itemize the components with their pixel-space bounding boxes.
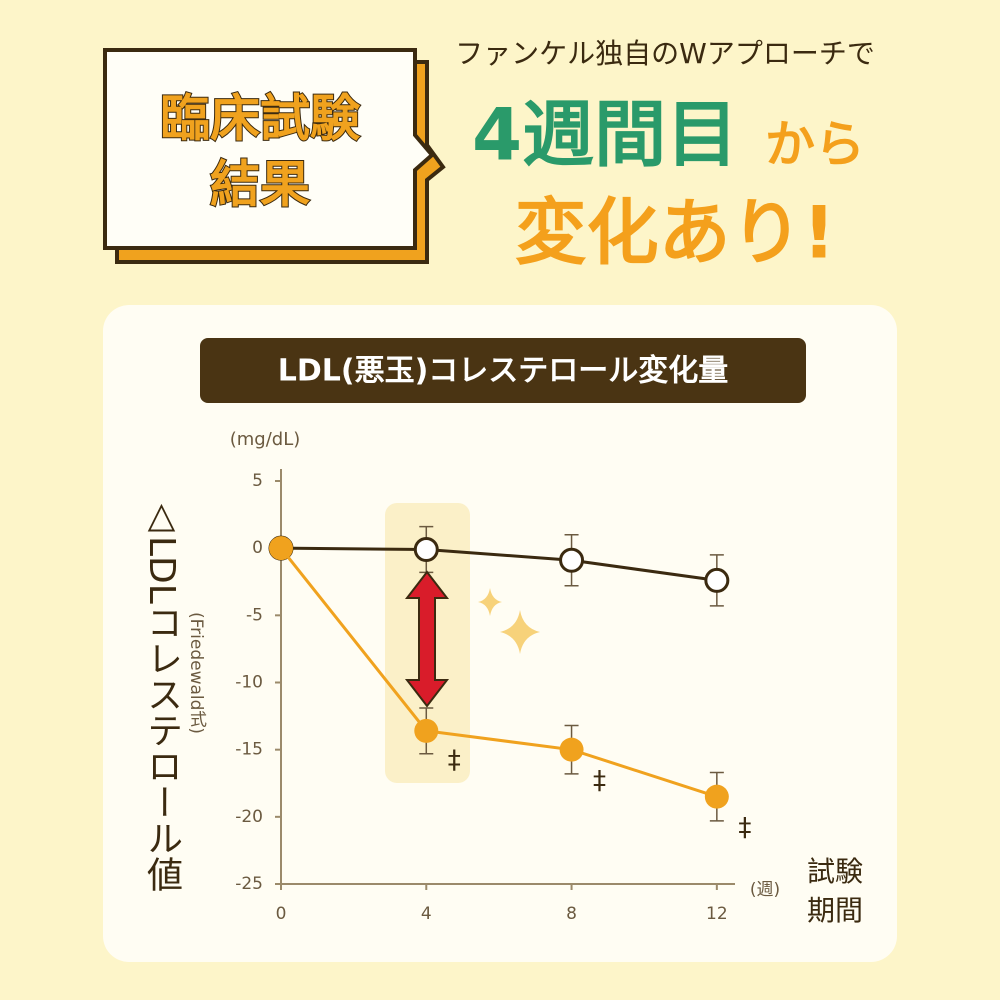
x-tick-label: 0 [276, 904, 287, 924]
headline-main: 4週間目 [472, 93, 738, 177]
sparkle [478, 588, 502, 616]
x-tick-label: 12 [706, 904, 728, 924]
y-unit: (mg/dL) [230, 429, 301, 450]
x-unit: (週) [750, 880, 780, 900]
lead-text: ファンケル独自のWアプローチで [455, 37, 875, 70]
badge: 臨床試験 結果 [103, 48, 446, 264]
significance-mark: ‡ [738, 813, 751, 843]
data-point [413, 537, 439, 563]
significance-mark: ‡ [593, 766, 606, 796]
difference-arrow [404, 570, 450, 708]
series-line [280, 546, 718, 582]
data-point [269, 536, 293, 561]
y-tick-label: -5 [246, 605, 263, 625]
data-point [704, 784, 729, 809]
y-tick-label: -25 [235, 874, 263, 894]
y-tick-label: -10 [235, 673, 263, 693]
y-sublabel: (Friedewald式) [186, 612, 207, 734]
chart-title: LDL(悪玉)コレステロール変化量 [278, 354, 729, 389]
y-tick-label: -15 [235, 740, 263, 760]
y-tick-label: 5 [252, 471, 263, 491]
headline-particle: から [765, 116, 865, 174]
x-tick-label: 4 [421, 904, 432, 924]
badge-text: 結果 [210, 156, 310, 214]
x-label: 試験 [807, 855, 863, 888]
data-point [559, 737, 584, 762]
title-bar [200, 338, 806, 403]
data-point [559, 547, 585, 573]
headline-sub: 変化あり! [515, 191, 836, 275]
y-tick-label: 0 [252, 538, 263, 558]
data-point [704, 567, 730, 593]
card [103, 305, 897, 962]
y-label: △LDLコレステロール値 [141, 495, 183, 892]
x-tick-label: 8 [566, 904, 577, 924]
badge-text: 臨床試験 [160, 90, 361, 148]
data-point [414, 718, 439, 743]
y-tick-label: -20 [235, 807, 263, 827]
significance-mark: ‡ [448, 745, 461, 775]
sparkle [500, 610, 540, 654]
x-label: 期間 [807, 894, 863, 927]
series-line [279, 547, 718, 799]
